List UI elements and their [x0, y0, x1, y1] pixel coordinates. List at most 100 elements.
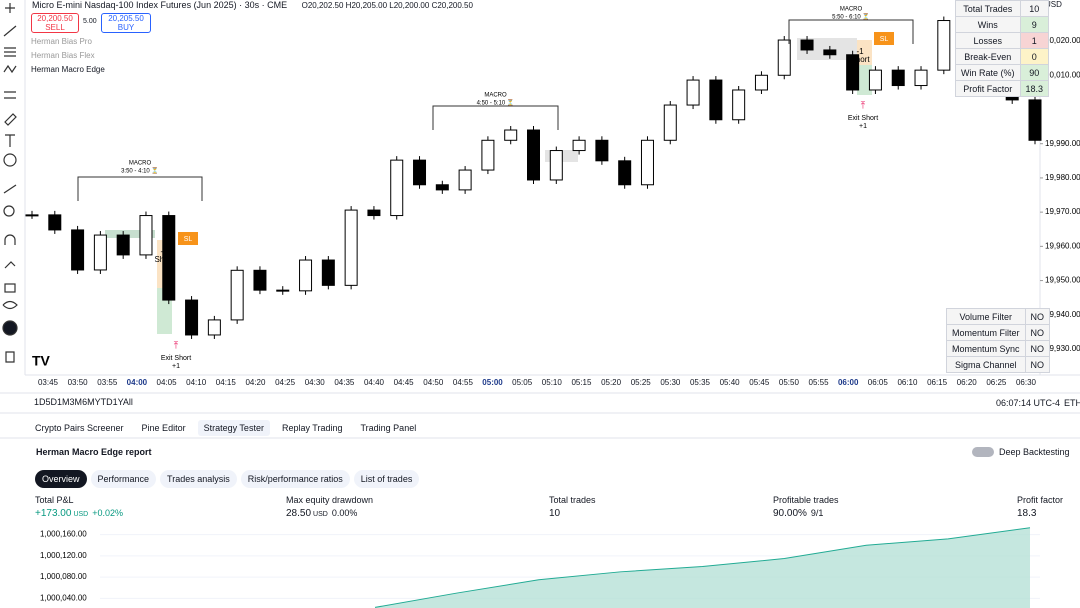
buy-label: BUY: [117, 23, 135, 32]
candle: [71, 229, 85, 271]
range-button[interactable]: 3M: [69, 397, 83, 407]
candle: [116, 234, 130, 256]
macro-window: 3:50 - 4:10 ⏳: [121, 167, 159, 175]
range-button[interactable]: 1M: [57, 397, 70, 407]
tab[interactable]: Crypto Pairs Screener: [35, 423, 124, 433]
exit-label: Exit Short: [161, 355, 191, 362]
logo: TV: [32, 353, 51, 369]
x-tick-label: 04:15: [216, 378, 237, 387]
indicator[interactable]: Herman Macro Edge: [31, 65, 105, 74]
subtab[interactable]: Risk/performance ratios: [240, 470, 350, 488]
buy-button[interactable]: 20,205.50 BUY: [101, 13, 151, 33]
sl-label: SL: [880, 36, 889, 43]
macro-window: 4:50 - 5:10 ⏳: [477, 99, 515, 107]
subtab[interactable]: List of trades: [353, 470, 420, 488]
range-button[interactable]: 6M: [82, 397, 95, 407]
candle: [185, 299, 199, 336]
metric-value: 10: [549, 508, 560, 519]
entry-side: Short: [154, 255, 174, 264]
tab[interactable]: Trading Panel: [360, 423, 417, 433]
range-button[interactable]: 5D: [45, 397, 58, 407]
sell-button[interactable]: 20,200.50 SELL: [31, 13, 79, 33]
indicator[interactable]: Herman Bias Flex: [31, 51, 95, 60]
macro-window: 5:50 - 6:10 ⏳: [832, 13, 870, 21]
candle: [527, 129, 540, 181]
x-tick-label: 04:55: [453, 378, 474, 387]
candle: [367, 209, 381, 217]
report-title[interactable]: Herman Macro Edge report: [36, 447, 152, 457]
entry-side: Short: [850, 55, 870, 64]
candle: [93, 234, 107, 271]
candle: [846, 54, 860, 91]
y-tick-label: 20,020.00: [1045, 36, 1080, 45]
metric-value: 18.3: [1017, 508, 1036, 519]
table-row: Momentum Sync NO: [946, 340, 1051, 357]
x-tick-label: 06:05: [868, 378, 889, 387]
candle: [754, 74, 768, 91]
subtab[interactable]: Performance: [90, 470, 157, 488]
candle: [139, 215, 153, 256]
tab[interactable]: Replay Trading: [281, 423, 343, 433]
table-row: Wins 9: [955, 16, 1050, 33]
row-value: NO: [1024, 356, 1051, 373]
candle: [777, 39, 791, 76]
x-tick-label: 05:35: [690, 378, 711, 387]
range-button[interactable]: YTD: [94, 397, 113, 407]
candle: [732, 89, 746, 121]
x-tick-label: 05:50: [779, 378, 800, 387]
y-tick-label: 19,950.00: [1045, 276, 1080, 285]
candle: [504, 129, 518, 141]
table-row: Win Rate (%) 90: [955, 64, 1050, 81]
tab[interactable]: Strategy Tester: [197, 420, 270, 436]
row-label: Total Trades: [955, 0, 1021, 17]
x-tick-label: 06:20: [957, 378, 978, 387]
exit-result: +1: [172, 363, 180, 370]
metric-value: +173.00 USD +0.02%: [35, 508, 123, 519]
candle: [299, 259, 313, 292]
subtab[interactable]: Overview: [35, 470, 87, 488]
metric-label: Profit factor: [1017, 495, 1064, 505]
metric-number: 90.00%: [773, 508, 807, 519]
exit-result: +1: [859, 123, 867, 130]
metric-number: 10: [549, 508, 561, 519]
subtab[interactable]: Trades analysis: [160, 470, 237, 488]
metric-label: Total trades: [549, 495, 596, 505]
candle: [25, 214, 39, 217]
row-value: 1: [1019, 32, 1050, 49]
candle: [253, 269, 267, 291]
range-button[interactable]: 1D: [34, 397, 46, 407]
table-row: Profit Factor 18.3: [955, 80, 1050, 97]
indicator[interactable]: Herman Bias Pro: [31, 37, 92, 46]
x-tick-label: 05:55: [809, 378, 830, 387]
range-button[interactable]: All: [122, 397, 133, 407]
table-row: Break-Even 0: [955, 48, 1050, 65]
x-tick-label: 05:20: [601, 378, 622, 387]
x-tick-label: 06:30: [1016, 378, 1037, 387]
exit-arrow: ⤒: [861, 101, 866, 112]
toolbar-icons[interactable]: [2, 3, 18, 363]
metric-number: 28.50: [286, 508, 312, 519]
metric-unit: USD: [313, 511, 328, 518]
y-tick-label: 19,980.00: [1045, 173, 1080, 182]
candle: [390, 159, 404, 217]
candle: [868, 69, 882, 91]
toggle[interactable]: [972, 447, 994, 457]
candle: [800, 39, 814, 51]
candle: [48, 214, 62, 231]
entry-size: -1: [160, 247, 168, 256]
tab[interactable]: Pine Editor: [141, 423, 186, 433]
x-tick-label: 04:20: [245, 378, 266, 387]
equity-tick-label: 1,000,080.00: [40, 572, 87, 581]
macro-title: MACRO: [484, 93, 507, 99]
candle: [481, 139, 495, 171]
x-tick-label: 03:55: [97, 378, 118, 387]
x-tick-label: 04:30: [305, 378, 326, 387]
exit-label: Exit Short: [848, 115, 878, 122]
sl-tag: [874, 32, 894, 45]
position-zone: [105, 230, 155, 238]
range-button[interactable]: 1Y: [112, 397, 123, 407]
x-tick-label: 05:05: [512, 378, 533, 387]
candle: [162, 215, 176, 301]
table-row: Losses 1: [955, 32, 1050, 49]
